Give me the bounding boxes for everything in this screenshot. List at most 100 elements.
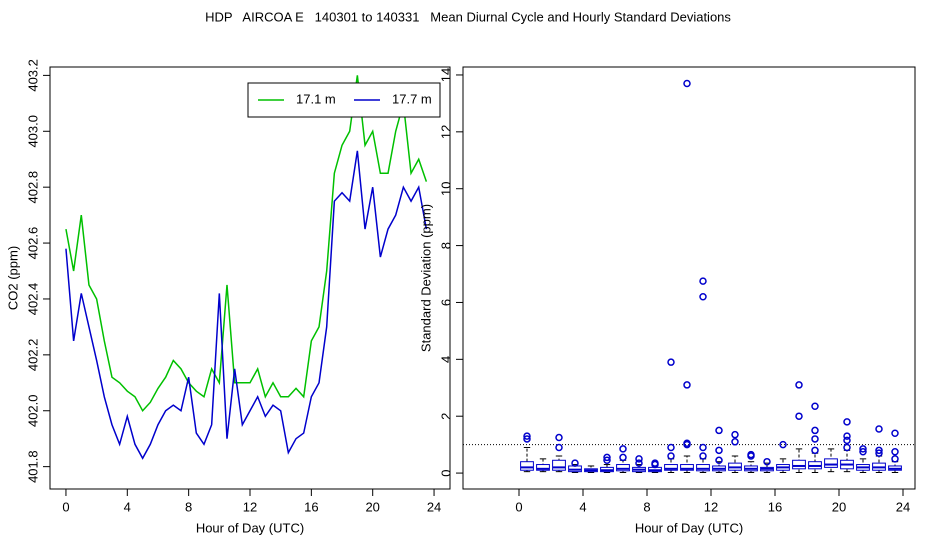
- box: [664, 464, 678, 471]
- plot-frame: [49, 66, 451, 490]
- box: [616, 464, 630, 472]
- y-tick-label: 402.8: [25, 171, 40, 204]
- outlier: [843, 436, 851, 445]
- outlier: [699, 277, 707, 285]
- outlier: [859, 447, 867, 456]
- outlier: [683, 439, 691, 447]
- y-tick-label: 8: [438, 242, 453, 249]
- outlier: [779, 440, 787, 449]
- box: [680, 464, 694, 471]
- x-tick-label: 4: [579, 499, 586, 514]
- outlier: [635, 455, 643, 463]
- x-axis-label: Hour of Day (UTC): [196, 520, 304, 535]
- outlier: [859, 445, 867, 453]
- outlier: [555, 443, 563, 452]
- outlier: [571, 459, 579, 467]
- x-tick-label: 12: [243, 499, 257, 514]
- outlier: [891, 455, 899, 463]
- x-tick-label: 0: [515, 499, 522, 514]
- outlier: [811, 446, 819, 455]
- y-tick-label: 401.8: [25, 450, 40, 483]
- outlier: [683, 381, 691, 389]
- outlier: [667, 358, 675, 366]
- y-tick-label: 6: [438, 299, 453, 306]
- outlier: [795, 381, 803, 389]
- outlier: [795, 412, 803, 420]
- x-tick-label: 0: [62, 499, 69, 514]
- outlier: [651, 459, 659, 467]
- box: [520, 461, 534, 471]
- outlier: [843, 432, 851, 440]
- box: [792, 459, 806, 470]
- data-line: [65, 150, 428, 460]
- y-tick-label: 10: [438, 181, 453, 195]
- outlier: [619, 445, 627, 453]
- outlier: [811, 402, 819, 410]
- outlier: [731, 438, 739, 446]
- outlier: [603, 456, 611, 465]
- y-tick-label: 14: [438, 68, 453, 82]
- x-tick-label: 20: [832, 499, 846, 514]
- outlier: [875, 446, 883, 455]
- outlier: [699, 452, 707, 460]
- data-line: [65, 75, 428, 413]
- x-tick-label: 4: [124, 499, 131, 514]
- y-tick-label: 4: [438, 356, 453, 363]
- outlier: [763, 457, 771, 466]
- outlier: [619, 453, 627, 462]
- y-tick-label: 402.4: [25, 283, 40, 316]
- outlier: [891, 447, 899, 456]
- legend-label: 17.1 m: [296, 91, 336, 106]
- outlier: [715, 446, 723, 455]
- outlier: [811, 435, 819, 443]
- outlier: [667, 452, 675, 460]
- outlier: [523, 432, 531, 440]
- x-tick-label: 24: [896, 499, 910, 514]
- outlier: [875, 425, 883, 433]
- x-tick-label: 8: [643, 499, 650, 514]
- x-tick-label: 16: [768, 499, 782, 514]
- outlier: [715, 426, 723, 435]
- box: [696, 464, 710, 472]
- plot-frame: [462, 66, 916, 490]
- x-tick-label: 24: [427, 499, 441, 514]
- outlier: [747, 450, 755, 459]
- x-tick-label: 20: [365, 499, 379, 514]
- x-tick-label: 8: [185, 499, 192, 514]
- x-axis-label: Hour of Day (UTC): [635, 520, 743, 535]
- x-tick-label: 16: [304, 499, 318, 514]
- outlier: [699, 293, 707, 301]
- outlier: [555, 433, 563, 442]
- outlier: [715, 456, 723, 465]
- outlier: [843, 443, 851, 452]
- outlier: [843, 418, 851, 426]
- box: [536, 464, 550, 471]
- y-tick-label: 2: [438, 413, 453, 420]
- y-tick-label: 0: [438, 469, 453, 476]
- outlier: [699, 443, 707, 452]
- box: [552, 459, 566, 471]
- y-tick-label: 403.2: [25, 59, 40, 92]
- y-tick-label: 402.6: [25, 227, 40, 260]
- y-axis-label: Standard Deviation (ppm): [418, 204, 433, 352]
- outlier: [523, 435, 531, 443]
- outlier: [891, 429, 899, 438]
- legend-label: 17.7 m: [392, 91, 432, 106]
- outlier: [635, 459, 643, 467]
- y-axis-label: CO2 (ppm): [5, 246, 20, 310]
- y-tick-label: 403.0: [25, 115, 40, 148]
- x-tick-label: 12: [704, 499, 718, 514]
- y-tick-label: 402.0: [25, 394, 40, 427]
- figure-title: HDP AIRCOA E 140301 to 140331 Mean Diurn…: [205, 9, 731, 24]
- outlier: [683, 79, 691, 88]
- outlier: [811, 426, 819, 435]
- box: [824, 458, 838, 468]
- y-tick-label: 12: [438, 125, 453, 139]
- outlier: [667, 443, 675, 452]
- outlier: [731, 430, 739, 439]
- y-tick-label: 402.2: [25, 339, 40, 372]
- outlier: [603, 453, 611, 462]
- outlier: [875, 449, 883, 457]
